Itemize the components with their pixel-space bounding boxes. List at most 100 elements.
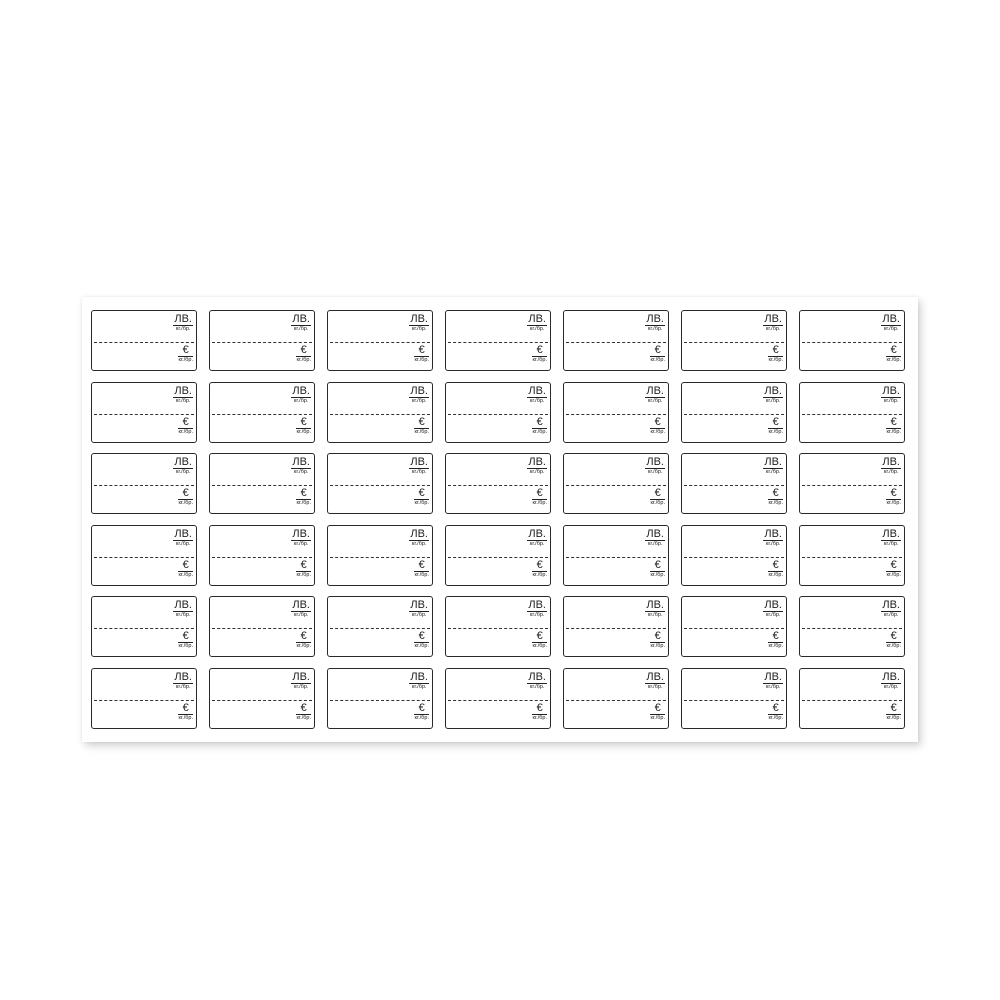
dashed-divider	[802, 699, 902, 701]
price-label: ЛВ. кг./бр. € кг./бр.	[681, 310, 787, 371]
eur-currency-label: €	[886, 488, 901, 500]
eur-currency-label: €	[532, 488, 547, 500]
dashed-divider	[94, 628, 194, 629]
per-unit-label: кг./бр.	[883, 469, 899, 475]
per-unit-label: кг./бр.	[414, 571, 429, 578]
per-unit-label: кг./бр.	[178, 357, 193, 363]
bgn-price-unit: ЛВ. кг./бр.	[173, 600, 193, 619]
price-label: ЛВ. кг./бр. € кг./бр.	[563, 381, 669, 443]
dashed-divider	[802, 628, 902, 629]
per-unit-label: кг./бр.	[293, 612, 309, 618]
bgn-currency-label: ЛВ.	[645, 313, 665, 326]
eur-price-unit: € кг./бр.	[296, 702, 311, 722]
price-label: ЛВ. кг./бр. € кг./бр.	[445, 524, 551, 586]
bgn-price-unit: ЛВ. кг./бр.	[763, 385, 783, 405]
per-unit-label: кг./бр.	[886, 571, 901, 578]
bgn-currency-label: ЛВ.	[763, 456, 783, 469]
eur-price-unit: € кг./бр.	[650, 416, 665, 436]
eur-currency-label: €	[178, 345, 193, 357]
per-unit-label: кг./бр.	[532, 357, 547, 363]
eur-price-unit: € кг./бр.	[768, 488, 783, 507]
eur-currency-label: €	[178, 631, 193, 643]
per-unit-label: кг./бр.	[768, 571, 783, 578]
eur-price-unit: € кг./бр.	[178, 559, 193, 579]
bgn-price-unit: ЛВ. кг./бр.	[763, 314, 783, 333]
eur-currency-label: €	[178, 416, 193, 429]
bgn-price-unit: ЛВ. кг./бр.	[291, 385, 311, 405]
bgn-price-unit: ЛВ. кг./бр.	[291, 457, 311, 476]
per-unit-label: кг./бр.	[650, 571, 665, 578]
eur-currency-label: €	[414, 631, 429, 643]
eur-currency-label: €	[650, 702, 665, 715]
per-unit-label: кг./бр.	[529, 469, 545, 475]
per-unit-label: кг./бр.	[768, 643, 783, 649]
eur-currency-label: €	[532, 559, 547, 572]
per-unit-label: кг./бр.	[765, 469, 781, 475]
bgn-price-unit: ЛВ. кг./бр.	[881, 527, 901, 548]
per-unit-label: кг./бр.	[411, 397, 427, 404]
price-label: ЛВ. кг./бр. € кг./бр.	[91, 524, 197, 586]
bgn-currency-label: ЛВ.	[409, 670, 429, 684]
eur-currency-label: €	[650, 488, 665, 500]
price-label: ЛВ. кг./бр. € кг./бр.	[681, 596, 787, 657]
price-label: ЛВ. кг./бр. € кг./бр.	[327, 524, 433, 586]
bgn-price-unit: ЛВ. кг./бр.	[763, 671, 783, 691]
dashed-divider	[566, 699, 666, 701]
eur-currency-label: €	[768, 416, 783, 429]
bgn-currency-label: ЛВ.	[881, 384, 901, 398]
bgn-price-unit: ЛВ. кг./бр.	[409, 670, 429, 691]
bgn-price-unit: ЛВ. кг./бр.	[409, 384, 429, 405]
eur-price-unit: € кг./бр.	[768, 416, 783, 436]
dashed-divider	[330, 413, 430, 415]
eur-price-unit: € кг./бр.	[768, 702, 783, 722]
eur-price-unit: € кг./бр.	[178, 631, 193, 650]
per-unit-label: кг./бр.	[175, 397, 191, 404]
dashed-divider	[566, 413, 666, 415]
bgn-currency-label: ЛВ.	[763, 313, 783, 326]
per-unit-label: кг./бр.	[647, 397, 663, 404]
eur-currency-label: €	[414, 488, 429, 500]
eur-price-unit: € кг./бр.	[650, 702, 665, 722]
price-label: ЛВ. кг./бр. € кг./бр.	[799, 667, 905, 729]
per-unit-label: кг./бр.	[293, 326, 309, 332]
dashed-divider	[330, 628, 430, 629]
per-unit-label: кг./бр.	[178, 714, 193, 721]
eur-price-unit: € кг./бр.	[532, 345, 547, 364]
per-unit-label: кг./бр.	[532, 500, 547, 506]
per-unit-label: кг./бр.	[647, 540, 663, 547]
bgn-price-unit: ЛВ. кг./бр.	[763, 457, 783, 476]
per-unit-label: кг./бр.	[886, 500, 901, 506]
price-label: ЛВ. кг./бр. € кг./бр.	[209, 524, 315, 586]
bgn-currency-label: ЛВ.	[527, 384, 547, 398]
eur-currency-label: €	[650, 631, 665, 643]
eur-price-unit: € кг./бр.	[414, 416, 429, 436]
price-label: ЛВ. кг./бр. € кг./бр.	[681, 453, 787, 514]
bgn-currency-label: ЛВ.	[409, 313, 429, 326]
bgn-price-unit: ЛВ. кг./бр.	[881, 600, 901, 619]
eur-currency-label: €	[296, 631, 311, 643]
per-unit-label: кг./бр.	[650, 714, 665, 721]
price-label: ЛВ. кг./бр. € кг./бр.	[209, 453, 315, 514]
per-unit-label: кг./бр.	[647, 612, 663, 618]
price-label: ЛВ. кг./бр. € кг./бр.	[327, 310, 433, 371]
bgn-currency-label: ЛВ.	[645, 670, 665, 684]
bgn-currency-label: ЛВ.	[409, 384, 429, 398]
price-label: ЛВ. кг./бр. € кг./бр.	[799, 381, 905, 443]
dashed-divider	[330, 556, 430, 558]
bgn-price-unit: ЛВ. кг./бр.	[173, 671, 193, 691]
eur-price-unit: € кг./бр.	[768, 345, 783, 364]
per-unit-label: кг./бр.	[178, 428, 193, 435]
price-label: ЛВ. кг./бр. € кг./бр.	[563, 310, 669, 371]
per-unit-label: кг./бр.	[765, 612, 781, 618]
price-label: ЛВ. кг./бр. € кг./бр.	[563, 524, 669, 586]
bgn-price-unit: ЛВ. кг./бр.	[173, 385, 193, 405]
bgn-price-unit: ЛВ. кг./бр.	[763, 600, 783, 619]
per-unit-label: кг./бр.	[414, 357, 429, 363]
per-unit-label: кг./бр.	[296, 643, 311, 649]
bgn-currency-label: ЛВ.	[409, 527, 429, 541]
bgn-currency-label: ЛВ.	[881, 527, 901, 541]
per-unit-label: кг./бр.	[296, 571, 311, 578]
per-unit-label: кг./бр.	[883, 540, 899, 547]
per-unit-label: кг./бр.	[768, 500, 783, 506]
price-label: ЛВ. кг./бр. € кг./бр.	[563, 596, 669, 657]
